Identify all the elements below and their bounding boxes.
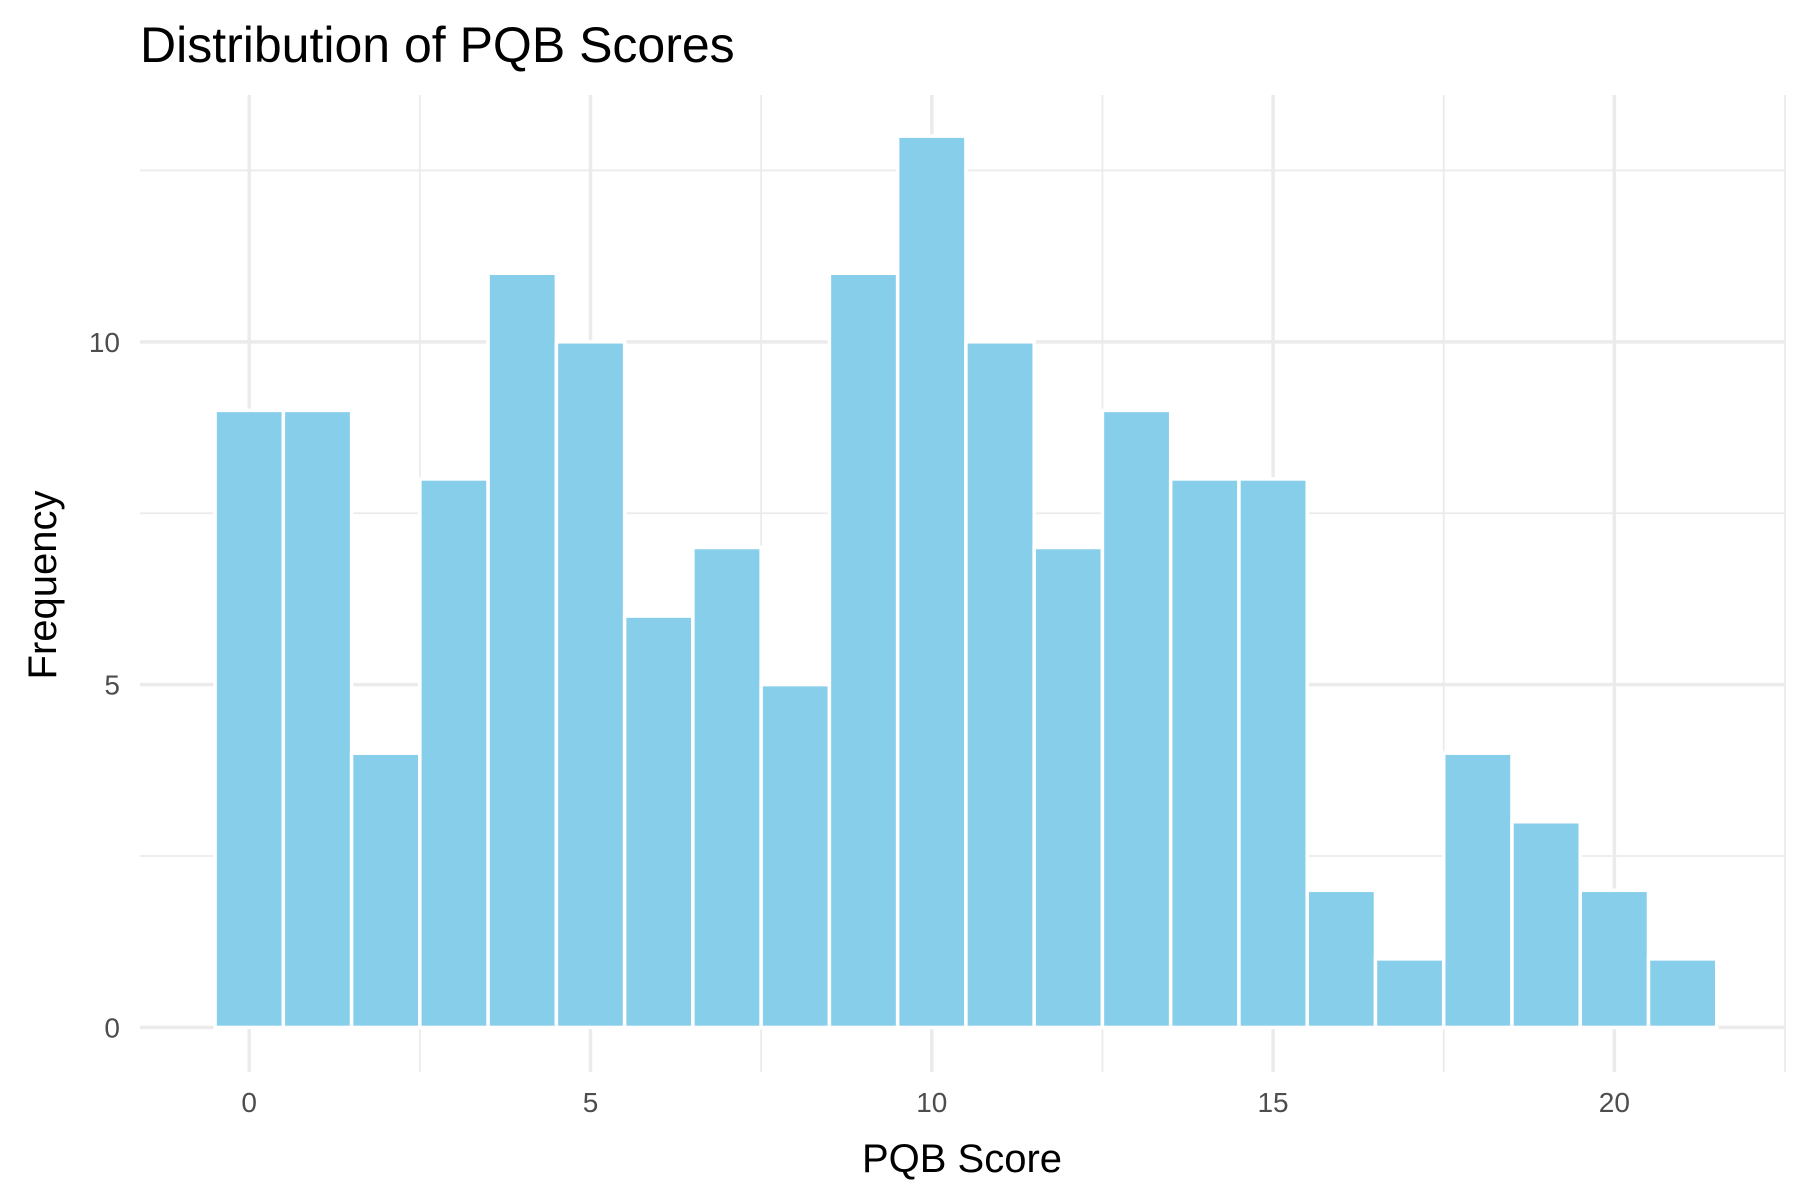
x-tick-label: 0 bbox=[241, 1087, 257, 1118]
x-tick-label: 15 bbox=[1257, 1087, 1288, 1118]
histogram-bar-0 bbox=[213, 408, 286, 1030]
histogram-bar-15 bbox=[1237, 477, 1309, 1030]
x-tick-label: 5 bbox=[583, 1087, 599, 1118]
histogram-bar-12 bbox=[1032, 545, 1105, 1030]
y-tick-label: 5 bbox=[104, 670, 120, 701]
chart-title: Distribution of PQB Scores bbox=[140, 17, 735, 73]
histogram-bar-21 bbox=[1646, 957, 1719, 1030]
x-tick-label: 20 bbox=[1599, 1087, 1630, 1118]
x-axis-ticks: 0 5 10 15 20 bbox=[241, 1087, 1630, 1118]
histogram-bar-5 bbox=[554, 340, 627, 1030]
histogram-bar-13 bbox=[1100, 408, 1173, 1030]
histogram-bar-1 bbox=[281, 408, 354, 1030]
histogram-bar-18 bbox=[1441, 751, 1514, 1030]
histogram-bar-6 bbox=[622, 614, 695, 1030]
histogram-bar-7 bbox=[691, 545, 763, 1030]
bars-layer bbox=[213, 134, 1719, 1030]
histogram-bar-10 bbox=[895, 134, 968, 1030]
x-axis-title: PQB Score bbox=[862, 1137, 1062, 1181]
histogram-bar-19 bbox=[1510, 820, 1582, 1030]
x-tick-label: 10 bbox=[916, 1087, 947, 1118]
histogram-bar-11 bbox=[964, 340, 1036, 1030]
y-tick-label: 0 bbox=[104, 1012, 120, 1043]
histogram-bar-8 bbox=[759, 682, 832, 1030]
histogram-bar-16 bbox=[1305, 888, 1378, 1030]
histogram-bar-3 bbox=[418, 477, 490, 1030]
histogram-bar-14 bbox=[1168, 477, 1241, 1030]
histogram-bar-20 bbox=[1578, 888, 1651, 1030]
histogram-bar-4 bbox=[486, 271, 559, 1030]
histogram-bar-17 bbox=[1373, 957, 1446, 1030]
y-axis-title: Frequency bbox=[21, 491, 65, 680]
y-tick-label: 10 bbox=[89, 327, 120, 358]
y-axis-ticks: 0 5 10 bbox=[89, 327, 120, 1044]
histogram-bar-9 bbox=[827, 271, 900, 1030]
histogram-bar-2 bbox=[349, 751, 422, 1030]
